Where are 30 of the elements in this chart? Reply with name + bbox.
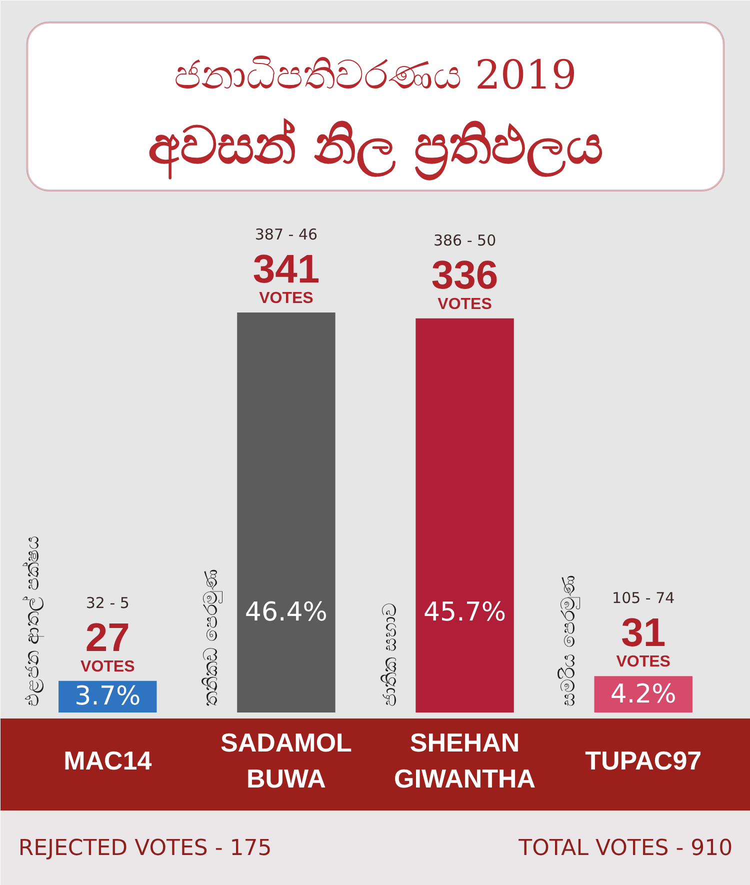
bar (416, 318, 514, 712)
x-tick-label: MAC14 (64, 746, 152, 776)
text: 387 - 46 (254, 226, 318, 244)
annotation: තනිකඩ පෙරමුණ (200, 569, 224, 706)
annotation: VOTES (616, 654, 671, 671)
text: REJECTED VOTES - 175 (18, 836, 272, 861)
annotation: එළජන ආතල් පක්ෂය (22, 535, 45, 706)
data-label: 336 (431, 253, 498, 298)
x-tick-label: SADAMOL BUWA (220, 728, 352, 794)
data-label: 341 (252, 248, 320, 292)
x-tick-label: SHEHAN GIWANTHA (394, 728, 536, 794)
annotation: 32 - 5 (86, 594, 130, 612)
data-label: 27 (85, 616, 130, 660)
bar (237, 312, 336, 712)
annotation: 3.7% (74, 682, 141, 712)
annotation: 4.2% (610, 679, 676, 710)
annotation: VOTES (80, 658, 136, 676)
annotation: 105 - 74 (612, 589, 675, 608)
chart-title: ජනාධිපතිවරණය 2019 (174, 52, 577, 98)
annotation: 45.7% (423, 598, 506, 628)
chart-subtitle: අවසන් නිල ප්‍රතිඵලය (148, 115, 604, 180)
text: VOTES (259, 290, 314, 307)
x-tick-label: TUPAC97 (585, 746, 702, 776)
text: TOTAL VOTES - 910 (518, 836, 733, 861)
annotation: 46.4% (244, 598, 328, 628)
annotation: VOTES (438, 296, 492, 313)
annotation: ජාතික සභාව (378, 602, 401, 706)
text: 386 - 50 (433, 231, 496, 250)
data-label: 31 (621, 611, 666, 656)
annotation: සමරිය පෙරමුණ (557, 575, 580, 706)
